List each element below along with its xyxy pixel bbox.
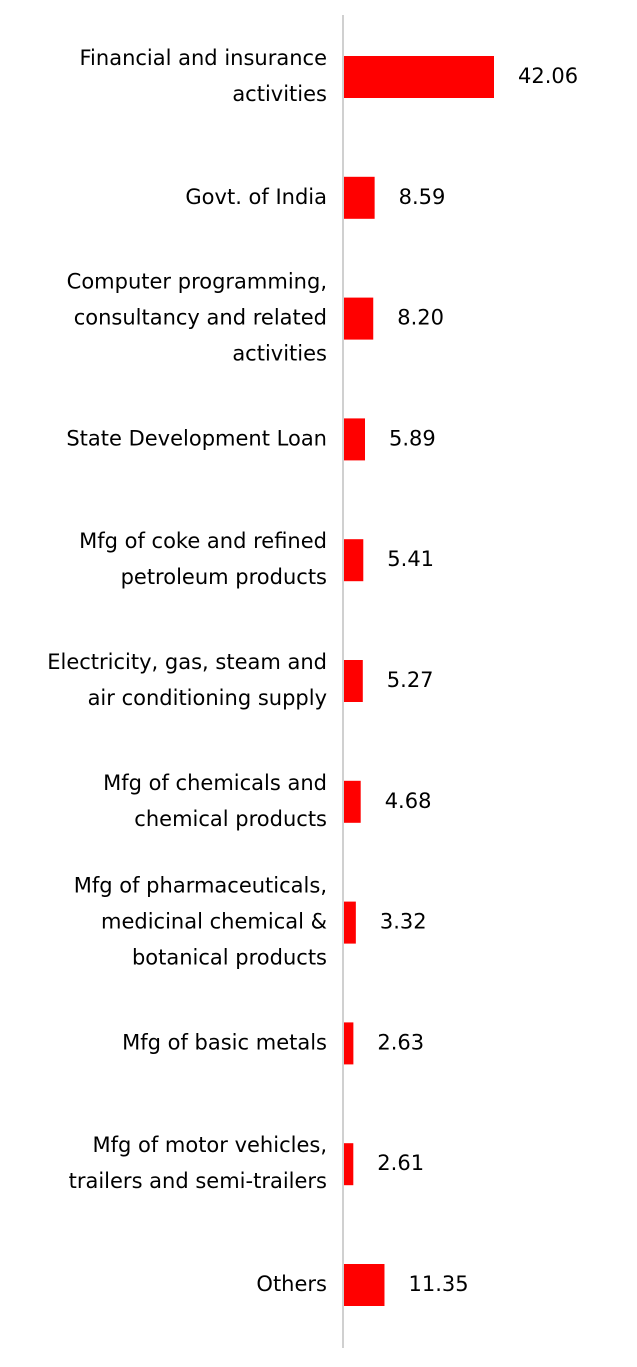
category-label-line: consultancy and related: [74, 306, 327, 330]
value-label-4: 5.41: [387, 547, 434, 571]
category-label-line: Computer programming,: [67, 270, 327, 294]
bar-8: [344, 1022, 354, 1065]
value-label-8: 2.63: [377, 1030, 424, 1054]
category-label-line: activities: [232, 82, 327, 106]
value-label-3: 5.89: [389, 426, 436, 450]
value-label-7: 3.32: [380, 910, 427, 934]
category-label-line: Mfg of motor vehicles,: [92, 1133, 327, 1157]
category-label-line: Others: [256, 1272, 327, 1296]
category-label-line: chemical products: [134, 807, 327, 831]
category-label-line: trailers and semi-trailers: [69, 1169, 327, 1193]
bar-5: [344, 660, 363, 702]
category-label-line: botanical products: [132, 946, 327, 970]
value-labels: 42.06 8.59 8.20 5.89 5.41 5.27 4.68 3.32 2.63 2.6…: [377, 64, 578, 1296]
value-label-10: 11.35: [408, 1272, 468, 1296]
category-label-line: medicinal chemical &: [101, 910, 327, 934]
bar-9: [344, 1143, 354, 1186]
category-label-line: activities: [232, 342, 327, 366]
category-label-5: Electricity, gas, steam and air condition…: [47, 650, 327, 710]
category-label-2: Computer programming, consultancy and rel…: [67, 270, 327, 366]
category-label-7: Mfg of pharmaceuticals, medicinal chemica…: [74, 874, 327, 970]
category-label-3: State Development Loan: [66, 426, 327, 450]
category-label-9: Mfg of motor vehicles, trailers and semi-…: [69, 1133, 327, 1193]
category-label-4: Mfg of coke and refined petroleum product…: [79, 529, 327, 589]
bar-2: [344, 297, 374, 340]
value-label-0: 42.06: [518, 64, 578, 88]
category-label-line: Mfg of chemicals and: [103, 771, 327, 795]
category-label-line: Mfg of coke and refined: [79, 529, 327, 553]
category-label-line: Mfg of basic metals: [122, 1030, 327, 1054]
category-label-line: Govt. of India: [185, 185, 327, 209]
bar-4: [344, 539, 364, 582]
bar-7: [344, 901, 356, 944]
value-label-6: 4.68: [385, 789, 432, 813]
bars-layer: [344, 56, 494, 1306]
category-label-line: Financial and insurance: [80, 46, 328, 70]
category-label-line: petroleum products: [121, 565, 327, 589]
bar-3: [344, 418, 366, 461]
bar-10: [344, 1264, 385, 1306]
category-label-8: Mfg of basic metals: [122, 1030, 327, 1054]
bar-1: [344, 176, 375, 219]
value-label-9: 2.61: [377, 1151, 424, 1175]
value-label-2: 8.20: [397, 306, 444, 330]
category-label-10: Others: [256, 1272, 327, 1296]
category-label-0: Financial and insurance activities: [80, 46, 328, 106]
category-label-line: State Development Loan: [66, 426, 327, 450]
value-label-5: 5.27: [387, 668, 434, 692]
category-labels: Financial and insurance activities Govt. o…: [47, 46, 327, 1296]
category-label-1: Govt. of India: [185, 185, 327, 209]
category-label-line: Mfg of pharmaceuticals,: [74, 874, 327, 898]
category-label-line: Electricity, gas, steam and: [47, 650, 327, 674]
value-label-1: 8.59: [399, 185, 446, 209]
category-label-6: Mfg of chemicals and chemical products: [103, 771, 327, 831]
bar-6: [344, 780, 361, 823]
category-label-line: air conditioning supply: [88, 686, 327, 710]
bar-0: [344, 56, 494, 98]
